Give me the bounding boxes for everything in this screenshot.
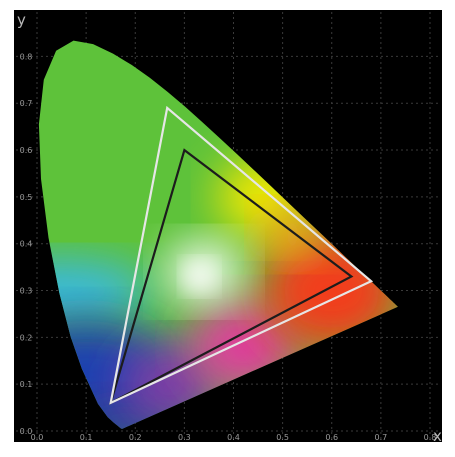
y-tick-label: 0.6 — [20, 146, 33, 155]
y-tick-label: 0.7 — [20, 99, 33, 108]
x-tick-label: 0.7 — [375, 433, 388, 442]
gamut-series — [108, 105, 374, 406]
y-tick-label: 0.8 — [20, 52, 33, 61]
gamut-triangle-1 — [108, 148, 354, 406]
y-axis-label: y — [17, 11, 26, 29]
tick-labels: 0.0 0.1 0.2 0.3 0.4 0.5 0.6 0.7 0.8 0.0 0.1 0.2 0.3 0… — [20, 52, 437, 442]
x-tick-label: 0.4 — [227, 433, 240, 442]
y-tick-label: 0.4 — [20, 240, 33, 249]
y-tick-label: 0.3 — [20, 287, 33, 296]
cyan-region — [38, 260, 152, 321]
y-tick-label: 0.0 — [20, 427, 33, 436]
x-tick-label: 0.0 — [31, 433, 44, 442]
white-point-core — [185, 262, 214, 291]
x-tick-label: 0.1 — [80, 433, 93, 442]
y-tick-label: 0.5 — [20, 193, 33, 202]
gamut-triangle-2 — [109, 105, 374, 405]
x-axis-label: x — [433, 427, 442, 445]
x-tick-label: 0.6 — [325, 433, 338, 442]
x-tick-label: 0.8 — [424, 433, 437, 442]
x-tick-label: 0.5 — [276, 433, 289, 442]
x-tick-label: 0.3 — [178, 433, 191, 442]
y-tick-label: 0.2 — [20, 333, 33, 342]
y-tick-label: 0.1 — [20, 380, 33, 389]
x-tick-label: 0.2 — [129, 433, 142, 442]
